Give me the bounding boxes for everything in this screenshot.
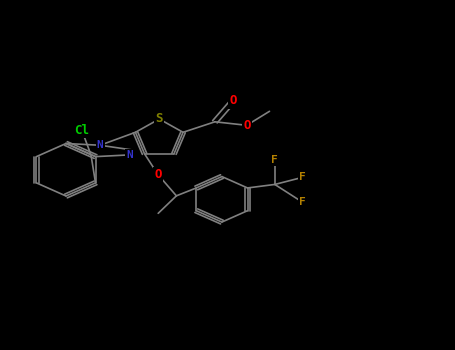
Text: O: O — [154, 168, 162, 181]
Text: S: S — [156, 112, 163, 126]
Text: F: F — [272, 155, 278, 165]
Text: Cl: Cl — [74, 124, 89, 137]
Text: O: O — [243, 119, 251, 132]
Text: N: N — [97, 140, 103, 150]
Text: F: F — [299, 197, 305, 207]
Text: N: N — [126, 150, 133, 160]
Text: O: O — [229, 94, 237, 107]
Text: F: F — [299, 173, 305, 182]
